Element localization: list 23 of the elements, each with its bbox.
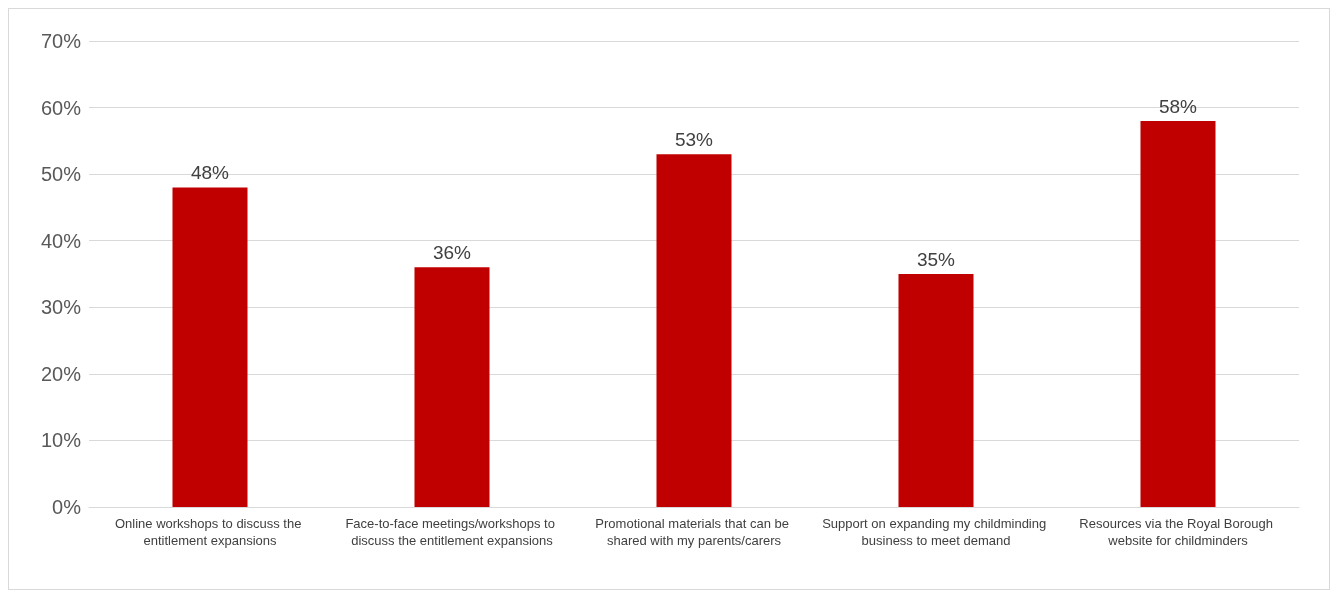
data-label: 58%	[1158, 95, 1198, 117]
y-tick-label: 20%	[40, 362, 82, 385]
bar	[1140, 120, 1216, 507]
bar	[172, 187, 248, 507]
y-tick-label: 50%	[40, 163, 82, 186]
bar	[656, 154, 732, 507]
x-tick-label: Face-to-face meetings/workshops to discuss the entitlement expansions	[345, 516, 559, 548]
bar	[898, 274, 974, 507]
data-label: 48%	[190, 162, 230, 184]
bar	[414, 267, 490, 507]
x-tick-label: Online workshops to discuss the entitlement expansions	[114, 516, 306, 548]
y-tick-label: 0%	[52, 496, 82, 518]
y-tick-label: 70%	[40, 30, 82, 52]
x-tick-label: Support on expanding my childminding business to meet demand	[822, 516, 1050, 548]
x-tick-label: Promotional materials that can be shared with my parents/carers	[595, 516, 793, 548]
y-tick-label: 40%	[40, 229, 82, 252]
data-label: 36%	[432, 242, 472, 264]
data-label: 35%	[916, 249, 956, 270]
y-tick-label: 60%	[40, 96, 82, 119]
x-tick-label: Resources via the Royal Borough website for childminders	[1079, 516, 1277, 548]
data-label: 53%	[674, 129, 714, 151]
y-tick-label: 10%	[40, 429, 82, 452]
y-tick-label: 30%	[40, 296, 82, 319]
